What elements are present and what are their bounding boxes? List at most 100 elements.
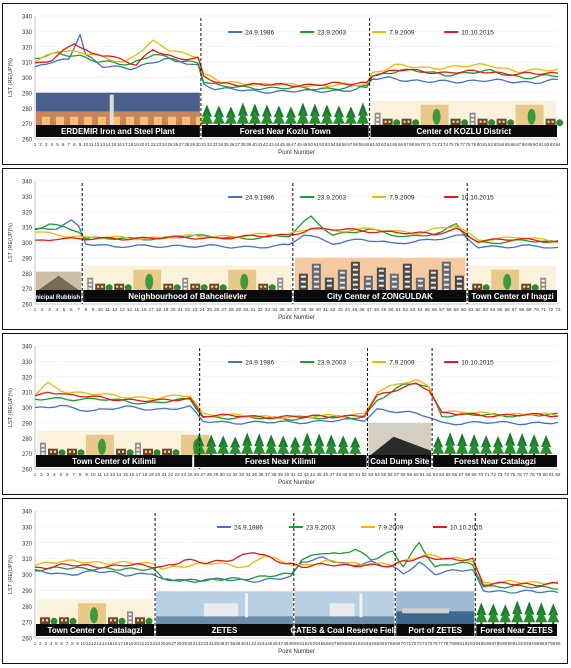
x-tick-label: 30 — [243, 307, 249, 312]
x-tick-label: 85 — [481, 641, 487, 646]
x-tick-label: 34 — [209, 641, 215, 646]
x-tick-label: 64 — [387, 142, 393, 147]
tree-icon — [217, 435, 230, 457]
x-tick-label: 52 — [403, 307, 409, 312]
x-tick-label: 41 — [323, 307, 329, 312]
y-tick-label: 270 — [22, 452, 33, 458]
x-tick-label: 58 — [447, 307, 453, 312]
x-tick-label: 45 — [352, 307, 358, 312]
zone-label: ERDEMIR Iron and Steel Plant — [61, 127, 175, 136]
x-tick-label: 23 — [150, 641, 156, 646]
series-line-7.9.2009 — [34, 225, 559, 244]
x-tick-label: 29 — [182, 641, 188, 646]
y-tick-labels: 260 270 280 290 300 310 320 330 340 — [22, 510, 33, 643]
zone-label-box — [294, 624, 395, 636]
x-tick-label: 89 — [527, 142, 533, 147]
x-tick-labels: 1 2 3 4 5 6 7 8 9 10 11 12 13 14 15 16 17 18 19 20 21 22 23 24 2… — [34, 641, 561, 646]
x-tick-label: 29 — [190, 142, 196, 147]
x-tick-label: 32 — [258, 307, 264, 312]
x-tick-label: 21 — [139, 641, 145, 646]
x-tick-label: 80 — [543, 472, 549, 477]
x-tick-label: 92 — [544, 142, 550, 147]
x-tick-label: 45 — [280, 142, 286, 147]
x-tick-label: 63 — [433, 472, 439, 477]
x-tick-label: 72 — [491, 472, 497, 477]
x-tick-label: 2 — [39, 142, 42, 147]
tree-icon — [241, 432, 254, 457]
x-tick-label: 46 — [273, 641, 279, 646]
x-tick-label: 45 — [267, 641, 273, 646]
x-tick-label: 72 — [548, 307, 554, 312]
x-tick-label: 65 — [374, 641, 380, 646]
x-tick-label: 58 — [337, 641, 343, 646]
zone-label: Neighbourhood of Bahcelievler — [128, 292, 247, 301]
x-tick-label: 9 — [85, 472, 88, 477]
x-tick-label: 76 — [433, 641, 439, 646]
x-tick-label: 31 — [193, 641, 199, 646]
power-plant-photo-image — [294, 591, 395, 626]
x-tick-label: 16 — [141, 307, 147, 312]
x-tick-label: 44 — [262, 641, 268, 646]
tree-icon — [289, 436, 302, 457]
y-tick-label: 330 — [22, 195, 33, 201]
y-tick-label: 280 — [22, 605, 33, 611]
zone-dividers — [199, 348, 433, 469]
y-tick-label: 280 — [22, 107, 33, 113]
x-tick-label: 47 — [291, 142, 297, 147]
x-tick-label: 39 — [309, 307, 315, 312]
x-tick-label: 35 — [214, 641, 220, 646]
zone-label: Town Center of Kilimli — [72, 457, 156, 466]
x-tick-label: 46 — [286, 142, 292, 147]
x-tick-label: 76 — [517, 472, 523, 477]
x-tick-label: 75 — [510, 472, 516, 477]
x-tick-label: 92 — [518, 641, 524, 646]
x-tick-label: 54 — [375, 472, 381, 477]
zone-labels: Municipal Rubbish Tip Neighbourhood of Ba… — [27, 290, 557, 302]
tree-icon — [499, 604, 512, 626]
x-tick-label: 19 — [129, 641, 135, 646]
x-tick-label: 8 — [79, 472, 82, 477]
x-tick-label: 60 — [364, 142, 370, 147]
x-tick-label: 43 — [338, 307, 344, 312]
x-tick-label: 48 — [336, 472, 342, 477]
x-tick-label: 27 — [200, 472, 206, 477]
y-tick-label: 340 — [22, 510, 33, 516]
tree-icon — [475, 602, 488, 626]
zone-label-box — [368, 455, 432, 467]
x-tick-label: 1 — [34, 641, 37, 646]
x-tick-label: 96 — [539, 641, 545, 646]
x-tick-label: 25 — [187, 472, 193, 477]
x-tick-label: 78 — [466, 142, 472, 147]
x-tick-label: 87 — [491, 641, 497, 646]
tree-icon — [487, 603, 500, 626]
x-tick-label: 4 — [51, 142, 54, 147]
x-tick-label: 59 — [342, 641, 348, 646]
x-tick-label: 79 — [536, 472, 542, 477]
legend-label: 23.9.2003 — [317, 195, 346, 202]
legend-label: 24.9.1986 — [245, 30, 274, 37]
zone-labels: ERDEMIR Iron and Steel Plant Forest Near … — [36, 125, 557, 137]
x-tick-label: 56 — [326, 641, 332, 646]
x-tick-label: 29 — [213, 472, 219, 477]
x-tick-label: 10 — [98, 307, 104, 312]
zone-label-box — [36, 624, 155, 636]
x-tick-label: 48 — [283, 641, 289, 646]
y-tick-label: 340 — [22, 15, 33, 21]
x-tick-label: 67 — [459, 472, 465, 477]
x-tick-label: 53 — [368, 472, 374, 477]
x-tick-label: 79 — [449, 641, 455, 646]
x-tick-label: 31 — [201, 142, 207, 147]
x-tick-label: 61 — [353, 641, 359, 646]
x-tick-label: 44 — [274, 142, 280, 147]
x-tick-label: 39 — [278, 472, 284, 477]
x-tick-label: 15 — [111, 142, 117, 147]
x-tick-label: 66 — [398, 142, 404, 147]
tree-icon — [248, 103, 261, 127]
x-tick-label: 53 — [410, 307, 416, 312]
x-tick-label: 1 — [34, 142, 37, 147]
x-tick-label: 12 — [104, 472, 110, 477]
tree-icon — [308, 103, 321, 127]
x-tick-label: 57 — [331, 641, 337, 646]
x-tick-label: 20 — [134, 641, 140, 646]
y-tick-label: 270 — [22, 287, 33, 293]
